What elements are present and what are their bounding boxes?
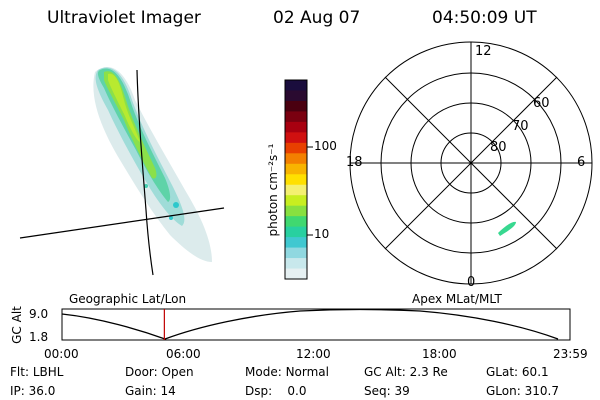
instrument-title: Ultraviolet Imager xyxy=(47,8,201,28)
colorbar-swatch xyxy=(285,142,307,154)
timeline-xtick-1200: 12:00 xyxy=(296,347,331,361)
lat-label-60: 60 xyxy=(533,96,550,111)
aurora-emission-blob xyxy=(93,67,212,262)
colorbar-gradient xyxy=(285,80,307,280)
timeline-xtick-0000: 00:00 xyxy=(44,347,79,361)
colorbar-frame xyxy=(284,79,308,280)
colorbar-swatch xyxy=(285,174,307,186)
colorbar-swatch xyxy=(285,216,307,228)
timeline-xtick-2359: 23:59 xyxy=(553,347,588,361)
status-door: Door: Open xyxy=(125,365,194,379)
polar-diagonal-2 xyxy=(384,76,558,250)
mlt-label-6: 6 xyxy=(577,155,586,170)
polar-aurora-spot xyxy=(498,221,516,236)
mlt-label-12: 12 xyxy=(475,44,492,59)
status-gc-alt: GC Alt: 2.3 Re xyxy=(364,365,448,379)
status-glon: GLon: 310.7 xyxy=(486,384,559,398)
timeline-xtick-0600: 06:00 xyxy=(166,347,201,361)
timeline-frame xyxy=(61,308,571,341)
colorbar-swatch xyxy=(285,90,307,102)
colorbar-swatch xyxy=(285,247,307,259)
status-seq: Seq: 39 xyxy=(364,384,410,398)
timeline-right-label: Apex MLat/MLT xyxy=(412,292,502,306)
colorbar-tick-100: 100 xyxy=(314,139,337,153)
colorbar-swatch xyxy=(285,258,307,270)
status-gain: Gain: 14 xyxy=(125,384,176,398)
status-mode: Mode: Normal xyxy=(245,365,329,379)
timeline-left-label: Geographic Lat/Lon xyxy=(69,292,187,306)
date-label: 02 Aug 07 xyxy=(273,8,361,28)
time-label: 04:50:09 UT xyxy=(432,8,537,28)
colorbar-swatch xyxy=(285,195,307,207)
colorbar-swatch xyxy=(285,153,307,165)
colorbar-swatch xyxy=(285,237,307,249)
colorbar-swatch xyxy=(285,184,307,196)
timeline-ytick-top: 9.0 xyxy=(29,307,49,321)
colorbar-swatch xyxy=(285,100,307,113)
colorbar-swatch xyxy=(285,80,307,92)
colorbar-swatch xyxy=(285,132,307,144)
colorbar-swatch xyxy=(285,268,307,280)
colorbar-swatch xyxy=(285,111,307,123)
mlt-label-0: 0 xyxy=(467,275,476,290)
timeline-xtick-1800: 18:00 xyxy=(422,347,457,361)
timeline-ytick-bottom: 1.8 xyxy=(29,330,49,344)
colorbar-swatch xyxy=(285,226,307,238)
geographic-grid-lines xyxy=(19,69,225,276)
status-glat: GLat: 60.1 xyxy=(486,365,549,379)
mlt-label-18: 18 xyxy=(346,155,363,170)
colorbar-swatch xyxy=(285,205,307,217)
status-flt: Flt: LBHL xyxy=(10,365,64,379)
status-dsp: Dsp: 0.0 xyxy=(245,384,307,398)
colorbar-tick-10: 10 xyxy=(314,227,330,241)
lat-label-70: 70 xyxy=(512,119,529,134)
colorbar-swatch xyxy=(285,121,307,133)
colorbar-swatch xyxy=(285,163,307,175)
altitude-curve xyxy=(61,308,559,340)
lat-label-80: 80 xyxy=(490,140,507,155)
status-ip: IP: 36.0 xyxy=(10,384,56,398)
